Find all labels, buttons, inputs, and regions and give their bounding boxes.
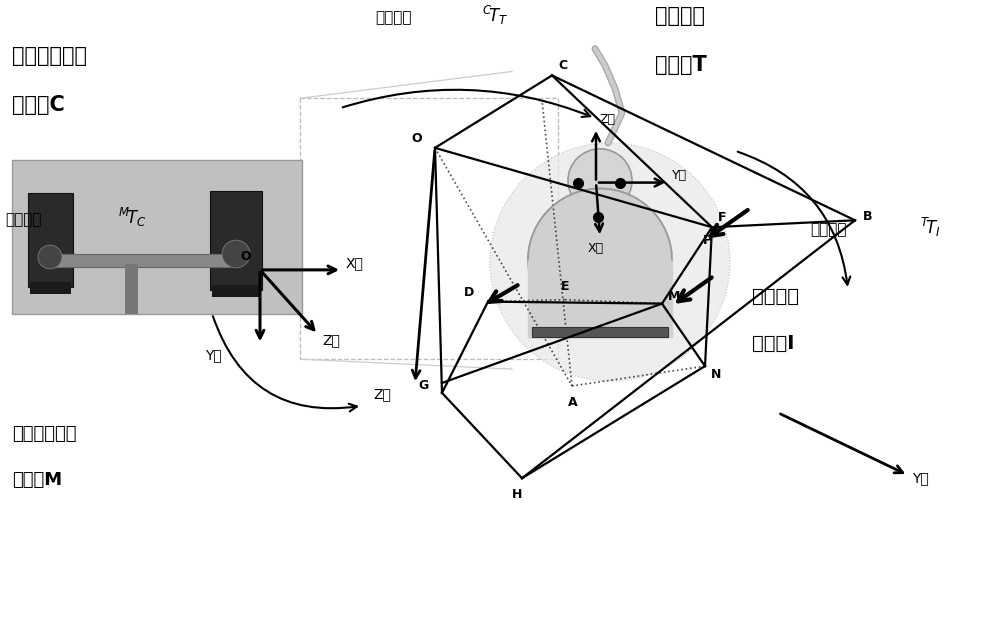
Text: 变换矩阵: 变换矩阵: [375, 10, 412, 25]
Text: Y轴: Y轴: [912, 471, 929, 485]
Text: X轴: X轴: [346, 256, 364, 270]
Text: 坐标系M: 坐标系M: [12, 471, 62, 489]
Bar: [532, 328, 668, 337]
Circle shape: [490, 143, 730, 381]
Bar: [30, 282, 71, 294]
Text: 变换矩阵: 变换矩阵: [5, 212, 42, 227]
Text: E: E: [561, 280, 570, 292]
Text: M: M: [668, 289, 680, 303]
Text: Z轴: Z轴: [322, 333, 340, 347]
Text: O: O: [240, 250, 251, 263]
Circle shape: [568, 149, 632, 213]
Text: Z轴: Z轴: [600, 113, 616, 126]
Text: 坐标系T: 坐标系T: [655, 55, 707, 75]
Text: 超声图像: 超声图像: [752, 287, 799, 306]
Text: 立体标定模板: 立体标定模板: [12, 425, 76, 443]
Text: Y轴: Y轴: [672, 169, 687, 182]
Text: N: N: [711, 368, 721, 381]
Bar: [125, 264, 138, 313]
Bar: [212, 285, 260, 297]
Text: 变换矩阵: 变换矩阵: [810, 222, 846, 237]
Text: $^T\!T_I$: $^T\!T_I$: [920, 216, 940, 239]
Text: A: A: [568, 396, 578, 409]
Text: B: B: [863, 210, 873, 223]
Text: P: P: [703, 234, 712, 247]
Text: $^M\!T_C$: $^M\!T_C$: [118, 206, 146, 229]
Text: Z轴: Z轴: [373, 387, 391, 401]
Text: 坐标系C: 坐标系C: [12, 95, 65, 115]
Text: F: F: [718, 211, 726, 225]
Text: $^C\!T_T$: $^C\!T_T$: [482, 4, 508, 27]
Circle shape: [528, 189, 672, 331]
Bar: [45, 254, 230, 267]
Bar: [12, 160, 302, 313]
Text: Y轴: Y轴: [205, 348, 222, 362]
Text: O: O: [411, 132, 422, 145]
Text: C: C: [558, 60, 567, 72]
Text: 超声探头: 超声探头: [655, 6, 705, 26]
Bar: [210, 191, 262, 290]
Text: 坐标系I: 坐标系I: [752, 334, 794, 353]
Text: 光学定位设备: 光学定位设备: [12, 45, 87, 65]
Text: G: G: [418, 379, 428, 392]
Circle shape: [38, 245, 62, 269]
Text: X轴: X轴: [588, 242, 604, 255]
Text: H: H: [512, 488, 522, 501]
Text: D: D: [464, 286, 474, 299]
Bar: [28, 192, 73, 287]
Circle shape: [222, 240, 250, 268]
